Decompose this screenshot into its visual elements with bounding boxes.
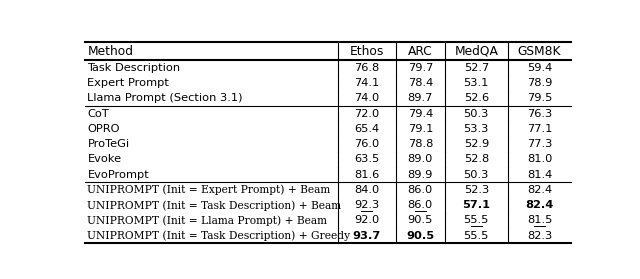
Text: 79.1: 79.1: [408, 124, 433, 134]
Text: 90.5: 90.5: [406, 231, 435, 241]
Text: 55.5: 55.5: [463, 215, 489, 225]
Text: 65.4: 65.4: [355, 124, 380, 134]
Text: 79.7: 79.7: [408, 63, 433, 73]
Text: 77.3: 77.3: [527, 139, 552, 149]
Text: 78.4: 78.4: [408, 78, 433, 88]
Text: 82.3: 82.3: [527, 231, 552, 241]
Text: 53.1: 53.1: [463, 78, 489, 88]
Text: 93.7: 93.7: [353, 231, 381, 241]
Text: 86.0: 86.0: [408, 185, 433, 195]
Text: 74.0: 74.0: [355, 93, 380, 104]
Text: Method: Method: [88, 45, 134, 58]
Text: Llama Prompt (Section 3.1): Llama Prompt (Section 3.1): [88, 93, 243, 104]
Text: 81.6: 81.6: [355, 170, 380, 180]
Text: 79.4: 79.4: [408, 109, 433, 119]
Text: Task Description: Task Description: [88, 63, 180, 73]
Text: 92.3: 92.3: [355, 200, 380, 210]
Text: 77.1: 77.1: [527, 124, 552, 134]
Text: 50.3: 50.3: [463, 109, 489, 119]
Text: 89.0: 89.0: [408, 155, 433, 165]
Text: UNIPROMPT (Init = Task Description) + Beam: UNIPROMPT (Init = Task Description) + Be…: [88, 200, 342, 211]
Text: 89.9: 89.9: [408, 170, 433, 180]
Text: 82.4: 82.4: [525, 200, 554, 210]
Text: MedQA: MedQA: [454, 45, 498, 58]
Text: 81.5: 81.5: [527, 215, 552, 225]
Text: 76.3: 76.3: [527, 109, 552, 119]
Text: CoT: CoT: [88, 109, 109, 119]
Text: Ethos: Ethos: [349, 45, 384, 58]
Text: ProTeGi: ProTeGi: [88, 139, 129, 149]
Text: 79.5: 79.5: [527, 93, 552, 104]
Text: 52.3: 52.3: [463, 185, 489, 195]
Text: GSM8K: GSM8K: [518, 45, 561, 58]
Text: 50.3: 50.3: [463, 170, 489, 180]
Text: 76.0: 76.0: [355, 139, 380, 149]
Text: 78.9: 78.9: [527, 78, 552, 88]
Text: 52.8: 52.8: [463, 155, 489, 165]
Text: 81.0: 81.0: [527, 155, 552, 165]
Text: 52.6: 52.6: [464, 93, 489, 104]
Text: 81.4: 81.4: [527, 170, 552, 180]
Text: 89.7: 89.7: [408, 93, 433, 104]
Text: 57.1: 57.1: [462, 200, 490, 210]
Text: UNIPROMPT (Init = Task Description) + Greedy: UNIPROMPT (Init = Task Description) + Gr…: [88, 230, 351, 241]
Text: 92.0: 92.0: [355, 215, 380, 225]
Text: 74.1: 74.1: [355, 78, 380, 88]
Text: 53.3: 53.3: [463, 124, 489, 134]
Text: UNIPROMPT (Init = Llama Prompt) + Beam: UNIPROMPT (Init = Llama Prompt) + Beam: [88, 215, 328, 226]
Text: 84.0: 84.0: [355, 185, 380, 195]
Text: Expert Prompt: Expert Prompt: [88, 78, 170, 88]
Text: 90.5: 90.5: [408, 215, 433, 225]
Text: 55.5: 55.5: [463, 231, 489, 241]
Text: 72.0: 72.0: [355, 109, 380, 119]
Text: 59.4: 59.4: [527, 63, 552, 73]
Text: UNIPROMPT (Init = Expert Prompt) + Beam: UNIPROMPT (Init = Expert Prompt) + Beam: [88, 185, 331, 195]
Text: 52.9: 52.9: [463, 139, 489, 149]
Text: 52.7: 52.7: [463, 63, 489, 73]
Text: 78.8: 78.8: [408, 139, 433, 149]
Text: 63.5: 63.5: [355, 155, 380, 165]
Text: 76.8: 76.8: [355, 63, 380, 73]
Text: 82.4: 82.4: [527, 185, 552, 195]
Text: ARC: ARC: [408, 45, 433, 58]
Text: EvoPrompt: EvoPrompt: [88, 170, 149, 180]
Text: Evoke: Evoke: [88, 155, 122, 165]
Text: OPRO: OPRO: [88, 124, 120, 134]
Text: 86.0: 86.0: [408, 200, 433, 210]
